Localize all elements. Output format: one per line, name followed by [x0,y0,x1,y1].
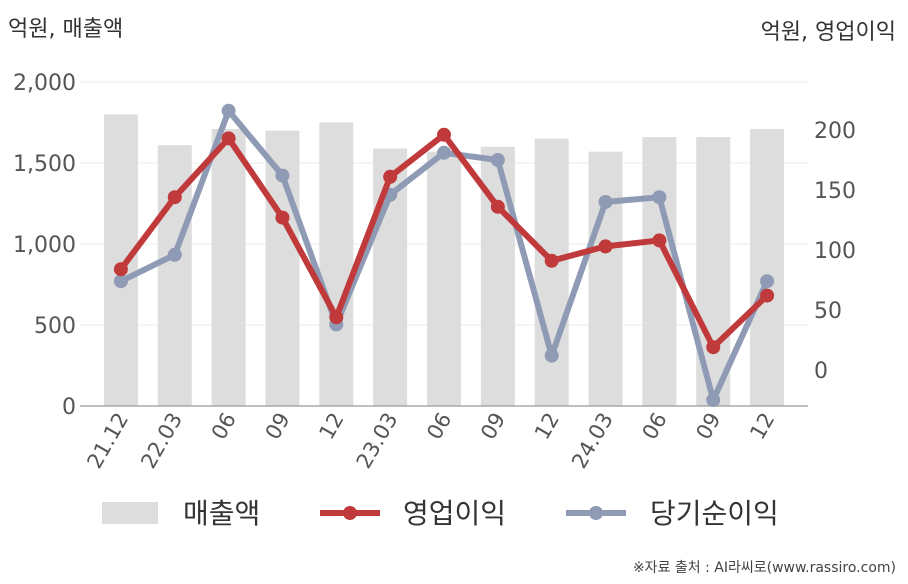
x-tick-label: 12 [314,409,348,444]
point-net-income [544,348,559,363]
left-tick-label: 1,500 [13,152,76,177]
right-axis-unit-label: 억원, 영업이익 [761,20,896,45]
left-tick-label: 0 [62,395,76,420]
legend-label-revenue: 매출액 [183,497,260,530]
right-tick-label: 50 [814,299,842,324]
left-tick-label: 2,000 [13,71,76,96]
point-net-income [598,195,613,209]
right-tick-label: 0 [814,359,828,384]
point-operating-profit [760,288,775,303]
line-series [113,103,775,407]
bar-revenue [642,137,677,406]
bar-revenue [480,146,515,407]
point-operating-profit [706,340,721,355]
x-tick-label: 23.03 [352,409,403,473]
left-axis-unit-label: 억원, 매출액 [8,17,123,42]
point-operating-profit [113,262,128,277]
left-tick-label: 500 [34,314,76,339]
source-note: ※자료 출처 : AI라씨로(www.rassiro.com) [633,560,896,576]
right-tick-label: 100 [814,239,856,264]
right-tick-label: 150 [814,179,856,204]
point-net-income [167,247,182,262]
legend: 매출액 영업이익 당기순이익 [102,497,779,530]
legend-marker-operating-profit [343,506,357,520]
point-operating-profit [652,233,667,248]
legend-swatch-revenue [102,502,158,524]
bar-revenue [211,128,246,407]
point-operating-profit [598,239,613,254]
legend-label-operating-profit: 영업이익 [403,497,506,530]
right-axis-ticks: 0 50 100 150 200 [814,119,856,384]
point-net-income [437,145,451,160]
bar-revenue [750,128,785,407]
x-tick-label: 06 [422,409,456,444]
point-net-income [275,168,290,183]
legend-marker-net-income [589,506,603,520]
x-tick-label: 06 [638,409,672,444]
point-net-income [652,190,667,205]
point-net-income [490,153,505,167]
x-axis-ticks: 21.12 22.03 06 09 12 23.03 06 09 12 24.03 06 09 12 [82,409,779,473]
x-tick-label: 21.12 [82,409,133,473]
right-tick-label: 200 [814,119,856,144]
bar-revenue [534,138,569,406]
bar-revenue [588,151,623,406]
bar-revenue [103,114,138,407]
left-axis-ticks: 0 500 1,000 1,500 2,000 [13,71,76,420]
x-tick-label: 09 [261,409,295,444]
point-net-income [113,274,128,289]
x-tick-label: 09 [476,409,510,444]
point-operating-profit [167,190,182,205]
point-operating-profit [275,210,290,225]
x-tick-label: 09 [691,409,725,444]
point-operating-profit [544,253,559,268]
point-operating-profit [383,169,398,184]
point-operating-profit [490,199,505,214]
x-tick-label: 24.03 [567,409,618,473]
point-net-income [221,103,236,118]
point-operating-profit [221,131,236,146]
bar-revenue [427,151,461,406]
point-operating-profit [437,127,451,142]
x-tick-label: 12 [530,409,564,444]
point-operating-profit [329,310,344,325]
point-net-income [760,274,775,289]
x-tick-label: 06 [207,409,241,444]
bar-revenue [319,122,354,406]
legend-label-net-income: 당기순이익 [650,497,779,530]
x-tick-label: 22.03 [136,409,187,473]
left-tick-label: 1,000 [13,233,76,258]
point-net-income [706,393,721,407]
x-tick-label: 12 [745,409,779,444]
